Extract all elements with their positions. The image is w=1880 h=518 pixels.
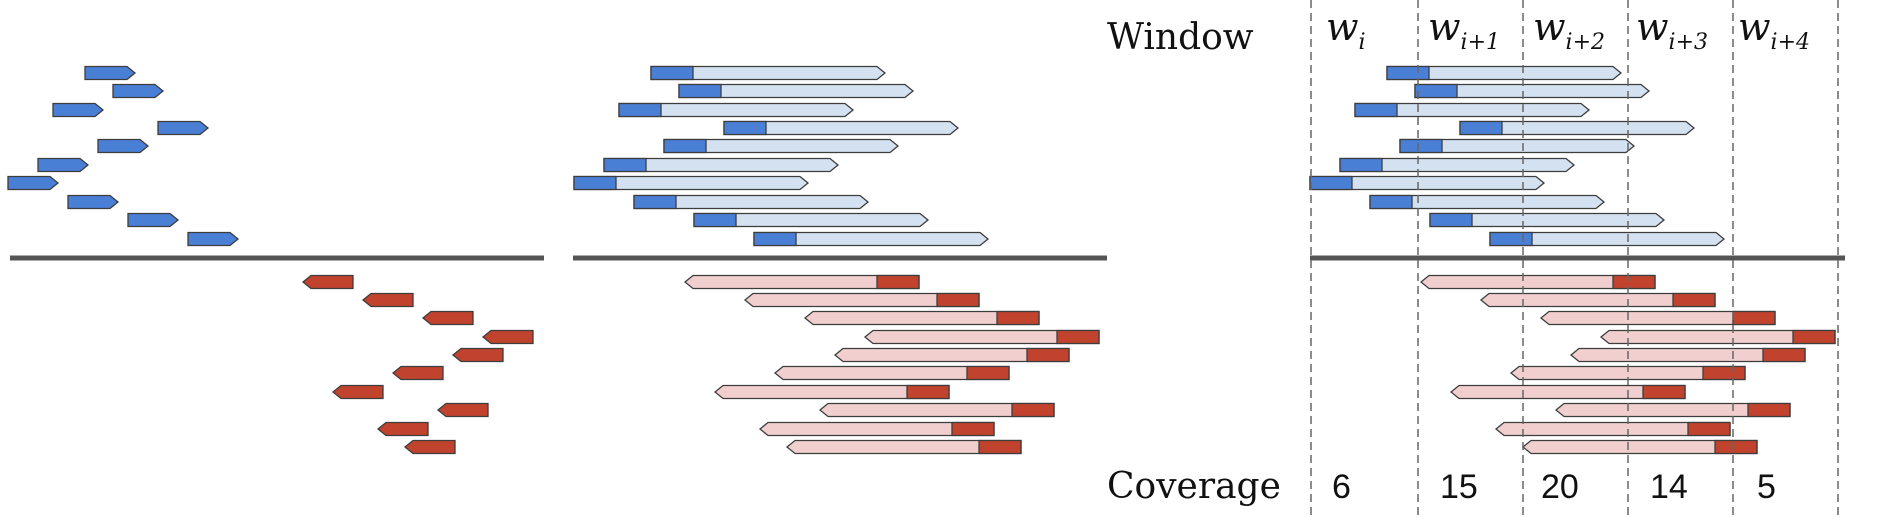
forward-read <box>678 83 722 99</box>
reverse-read <box>376 421 429 437</box>
window-symbol: w <box>1636 5 1669 49</box>
window-subscript: i <box>1359 30 1366 55</box>
reverse-read <box>1702 365 1746 381</box>
forward-read <box>663 138 707 154</box>
window-header-3: wi+3 <box>1636 5 1708 55</box>
forward-read <box>1339 157 1383 173</box>
reverse-read <box>996 310 1040 326</box>
coverage-value-1: 15 <box>1440 468 1478 506</box>
forward-read <box>187 231 240 247</box>
forward-read <box>97 138 150 154</box>
window-symbol: w <box>1533 5 1566 49</box>
reverse-read <box>361 292 414 308</box>
forward-read <box>753 231 797 247</box>
window-subscript: i+1 <box>1461 30 1500 55</box>
coverage-value-4: 5 <box>1757 468 1776 506</box>
coverage-value-0: 6 <box>1332 468 1351 506</box>
svg-text:wi+1: wi+1 <box>1428 5 1500 55</box>
window-header-1: wi+1 <box>1428 5 1500 55</box>
forward-read <box>650 65 694 81</box>
forward-read <box>1489 231 1533 247</box>
window-header-4: wi+4 <box>1738 5 1810 55</box>
window-boundaries <box>1310 0 1839 518</box>
reverse-read <box>421 310 474 326</box>
forward-read <box>1386 65 1430 81</box>
window-label: Window <box>1107 17 1254 58</box>
reverse-read <box>966 365 1010 381</box>
window-subscript: i+4 <box>1771 30 1810 55</box>
reverse-read <box>331 384 384 400</box>
window-symbol: w <box>1428 5 1461 49</box>
panel-reads <box>7 65 534 455</box>
reverse-read <box>1642 384 1686 400</box>
reverse-read <box>1026 347 1070 363</box>
reverse-read <box>1792 329 1836 345</box>
forward-read <box>693 212 737 228</box>
panel-windowed-reads <box>1309 65 1836 455</box>
forward-read <box>573 175 617 191</box>
forward-read <box>127 212 180 228</box>
reverse-read <box>1612 274 1656 290</box>
window-symbol: w <box>1738 5 1771 49</box>
forward-read <box>723 120 767 136</box>
reverse-read <box>1687 421 1731 437</box>
forward-read <box>1414 83 1458 99</box>
forward-read <box>1369 194 1413 210</box>
window-symbol: w <box>1326 5 1359 49</box>
forward-read <box>603 157 647 173</box>
svg-text:wi+3: wi+3 <box>1636 5 1708 55</box>
window-subscript: i+2 <box>1566 30 1605 55</box>
forward-read <box>157 120 210 136</box>
forward-read <box>52 102 105 118</box>
window-header-2: wi+2 <box>1533 5 1605 55</box>
reverse-read <box>906 384 950 400</box>
forward-read <box>1309 175 1353 191</box>
svg-text:wi+4: wi+4 <box>1738 5 1810 55</box>
reverse-read <box>1714 439 1758 455</box>
reverse-read <box>1732 310 1776 326</box>
reverse-read <box>481 329 534 345</box>
forward-read <box>1399 138 1443 154</box>
svg-text:wi: wi <box>1326 5 1366 55</box>
reverse-read <box>391 365 444 381</box>
reverse-read <box>978 439 1022 455</box>
reverse-read <box>451 347 504 363</box>
window-subscript: i+3 <box>1669 30 1708 55</box>
forward-read <box>67 194 120 210</box>
coverage-label: Coverage <box>1107 466 1281 507</box>
svg-text:wi+2: wi+2 <box>1533 5 1605 55</box>
window-header-0: wi <box>1326 5 1366 55</box>
panel-extended-reads <box>573 65 1100 455</box>
reverse-read <box>876 274 920 290</box>
forward-read <box>1459 120 1503 136</box>
coverage-value-3: 14 <box>1650 468 1688 506</box>
reverse-read <box>936 292 980 308</box>
reverse-read <box>301 274 354 290</box>
reverse-read <box>1762 347 1806 363</box>
forward-read <box>1354 102 1398 118</box>
reverse-read <box>403 439 456 455</box>
forward-read <box>84 65 137 81</box>
reverse-read <box>951 421 995 437</box>
forward-read <box>633 194 677 210</box>
reverse-read <box>436 402 489 418</box>
forward-read <box>1429 212 1473 228</box>
forward-read <box>112 83 165 99</box>
forward-read <box>37 157 90 173</box>
coverage-value-2: 20 <box>1541 468 1579 506</box>
reverse-read <box>1672 292 1716 308</box>
forward-read <box>7 175 60 191</box>
reverse-read <box>1011 402 1055 418</box>
forward-read <box>618 102 662 118</box>
reverse-read <box>1056 329 1100 345</box>
reverse-read <box>1747 402 1791 418</box>
